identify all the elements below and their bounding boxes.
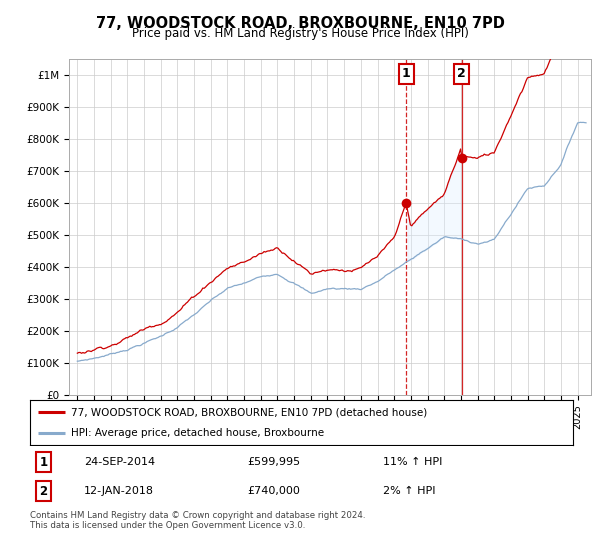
Text: 24-SEP-2014: 24-SEP-2014 — [85, 457, 155, 467]
Text: 1: 1 — [40, 455, 47, 469]
Text: £599,995: £599,995 — [247, 457, 301, 467]
Text: 1: 1 — [402, 67, 411, 80]
Text: 2% ↑ HPI: 2% ↑ HPI — [383, 486, 436, 496]
Text: 2: 2 — [40, 484, 47, 498]
Text: 11% ↑ HPI: 11% ↑ HPI — [383, 457, 442, 467]
Text: HPI: Average price, detached house, Broxbourne: HPI: Average price, detached house, Brox… — [71, 428, 324, 438]
Text: Price paid vs. HM Land Registry's House Price Index (HPI): Price paid vs. HM Land Registry's House … — [131, 27, 469, 40]
Text: 77, WOODSTOCK ROAD, BROXBOURNE, EN10 7PD: 77, WOODSTOCK ROAD, BROXBOURNE, EN10 7PD — [95, 16, 505, 31]
Text: 12-JAN-2018: 12-JAN-2018 — [85, 486, 154, 496]
Text: 2: 2 — [457, 67, 466, 80]
Text: 77, WOODSTOCK ROAD, BROXBOURNE, EN10 7PD (detached house): 77, WOODSTOCK ROAD, BROXBOURNE, EN10 7PD… — [71, 408, 427, 418]
Text: £740,000: £740,000 — [247, 486, 300, 496]
Text: Contains HM Land Registry data © Crown copyright and database right 2024.
This d: Contains HM Land Registry data © Crown c… — [30, 511, 365, 530]
